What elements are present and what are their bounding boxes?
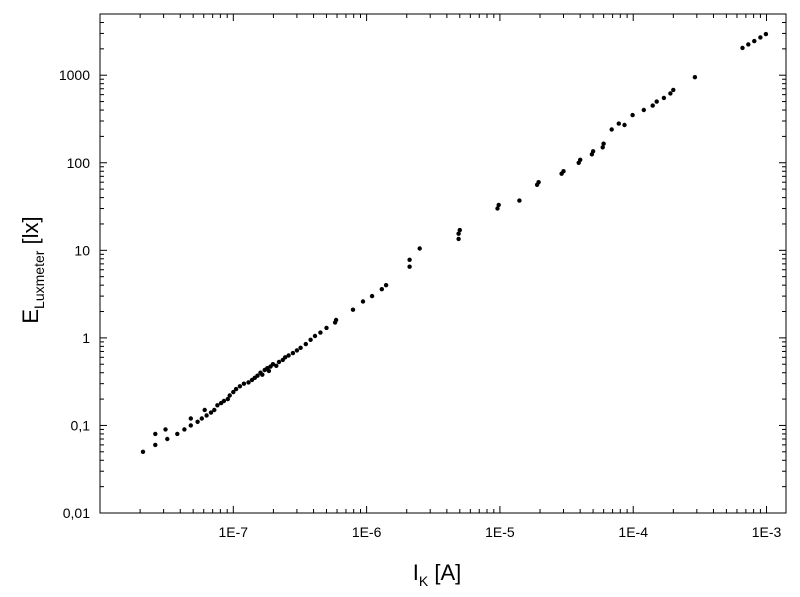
- data-point: [622, 122, 627, 128]
- data-point: [233, 386, 239, 392]
- data-point: [283, 355, 288, 360]
- data-point: [746, 42, 751, 47]
- data-point: [609, 127, 614, 132]
- data-point: [274, 363, 279, 368]
- data-point: [650, 103, 655, 108]
- y-tick-label: 1000: [59, 67, 90, 83]
- data-point: [495, 206, 500, 211]
- data-point: [668, 91, 673, 96]
- y-axis-title: ELuxmeter [lx]: [18, 216, 47, 323]
- data-point: [692, 75, 698, 80]
- data-point: [308, 337, 313, 342]
- data-point: [231, 389, 236, 395]
- data-point: [199, 416, 204, 421]
- data-point: [175, 431, 180, 437]
- data-point: [740, 45, 745, 51]
- data-point: [204, 413, 209, 418]
- data-point: [215, 403, 220, 408]
- data-point: [312, 333, 318, 339]
- data-point: [457, 227, 462, 233]
- data-point: [578, 157, 583, 162]
- data-point: [517, 198, 522, 203]
- data-point: [260, 372, 265, 377]
- data-point: [298, 345, 303, 350]
- data-point: [188, 416, 193, 421]
- data-point: [536, 180, 541, 185]
- data-point: [350, 307, 356, 312]
- x-tick-label: 1E-7: [219, 524, 249, 540]
- y-tick-label: 0,1: [71, 417, 91, 433]
- data-point: [246, 380, 251, 385]
- x-tick-label: 1E-4: [618, 524, 648, 540]
- data-point: [195, 419, 200, 424]
- plot-frame: [99, 13, 787, 514]
- data-point: [600, 145, 605, 150]
- data-point: [163, 427, 168, 432]
- data-point: [590, 149, 596, 154]
- data-point: [758, 35, 763, 40]
- data-point: [241, 381, 247, 386]
- x-tick-label: 1E-6: [352, 524, 382, 540]
- y-tick-label: 100: [67, 155, 91, 171]
- data-point: [276, 359, 282, 365]
- data-point: [286, 353, 291, 358]
- data-point: [630, 112, 635, 118]
- data-point: [601, 141, 606, 146]
- data-point: [379, 287, 384, 292]
- data-point: [407, 257, 412, 262]
- data-point: [202, 407, 207, 413]
- data-point: [641, 107, 646, 113]
- tick-labels: 1E-7 1E-6 1E-5 1E-4 1E-3 0,01 0,1 1 10 100 1000: [59, 67, 782, 540]
- data-point: [153, 431, 158, 437]
- data-point: [496, 202, 501, 208]
- data-point: [221, 398, 227, 404]
- data-point: [140, 449, 146, 454]
- data-point: [654, 99, 659, 104]
- x-tick-label: 1E-3: [752, 524, 782, 540]
- data-point: [303, 341, 308, 347]
- y-tick-label: 10: [74, 242, 90, 258]
- x-axis-title: IK [A]: [413, 560, 461, 589]
- data-point: [456, 236, 461, 242]
- data-point: [212, 407, 217, 413]
- data-point: [333, 317, 339, 323]
- data-point: [237, 384, 243, 389]
- data-point: [360, 299, 366, 304]
- data-point: [763, 31, 769, 37]
- data-point: [266, 368, 272, 374]
- data-point: [616, 121, 621, 126]
- data-point: [369, 293, 375, 299]
- data-point: [407, 264, 412, 269]
- data-point: [188, 423, 193, 428]
- data-point: [208, 410, 214, 415]
- data-point: [752, 38, 757, 44]
- data-point: [225, 396, 230, 402]
- data-point: [165, 436, 170, 442]
- axis-ticks: [99, 13, 786, 514]
- data-point: [255, 373, 260, 378]
- x-tick-label: 1E-5: [485, 524, 515, 540]
- data-point: [227, 393, 232, 398]
- data-point: [290, 350, 296, 356]
- data-point: [417, 246, 422, 251]
- data-point: [294, 348, 300, 353]
- data-point: [318, 330, 323, 335]
- data-point: [182, 427, 187, 432]
- data-point: [270, 362, 276, 367]
- data-points: [140, 31, 769, 454]
- y-tick-label: 1: [82, 330, 90, 346]
- data-point: [324, 325, 329, 331]
- y-tick-label: 0,01: [63, 505, 90, 521]
- data-point: [153, 442, 158, 448]
- data-point: [561, 169, 566, 174]
- data-point: [456, 231, 461, 236]
- data-point: [383, 283, 389, 288]
- data-point: [661, 95, 667, 101]
- data-point: [671, 87, 676, 93]
